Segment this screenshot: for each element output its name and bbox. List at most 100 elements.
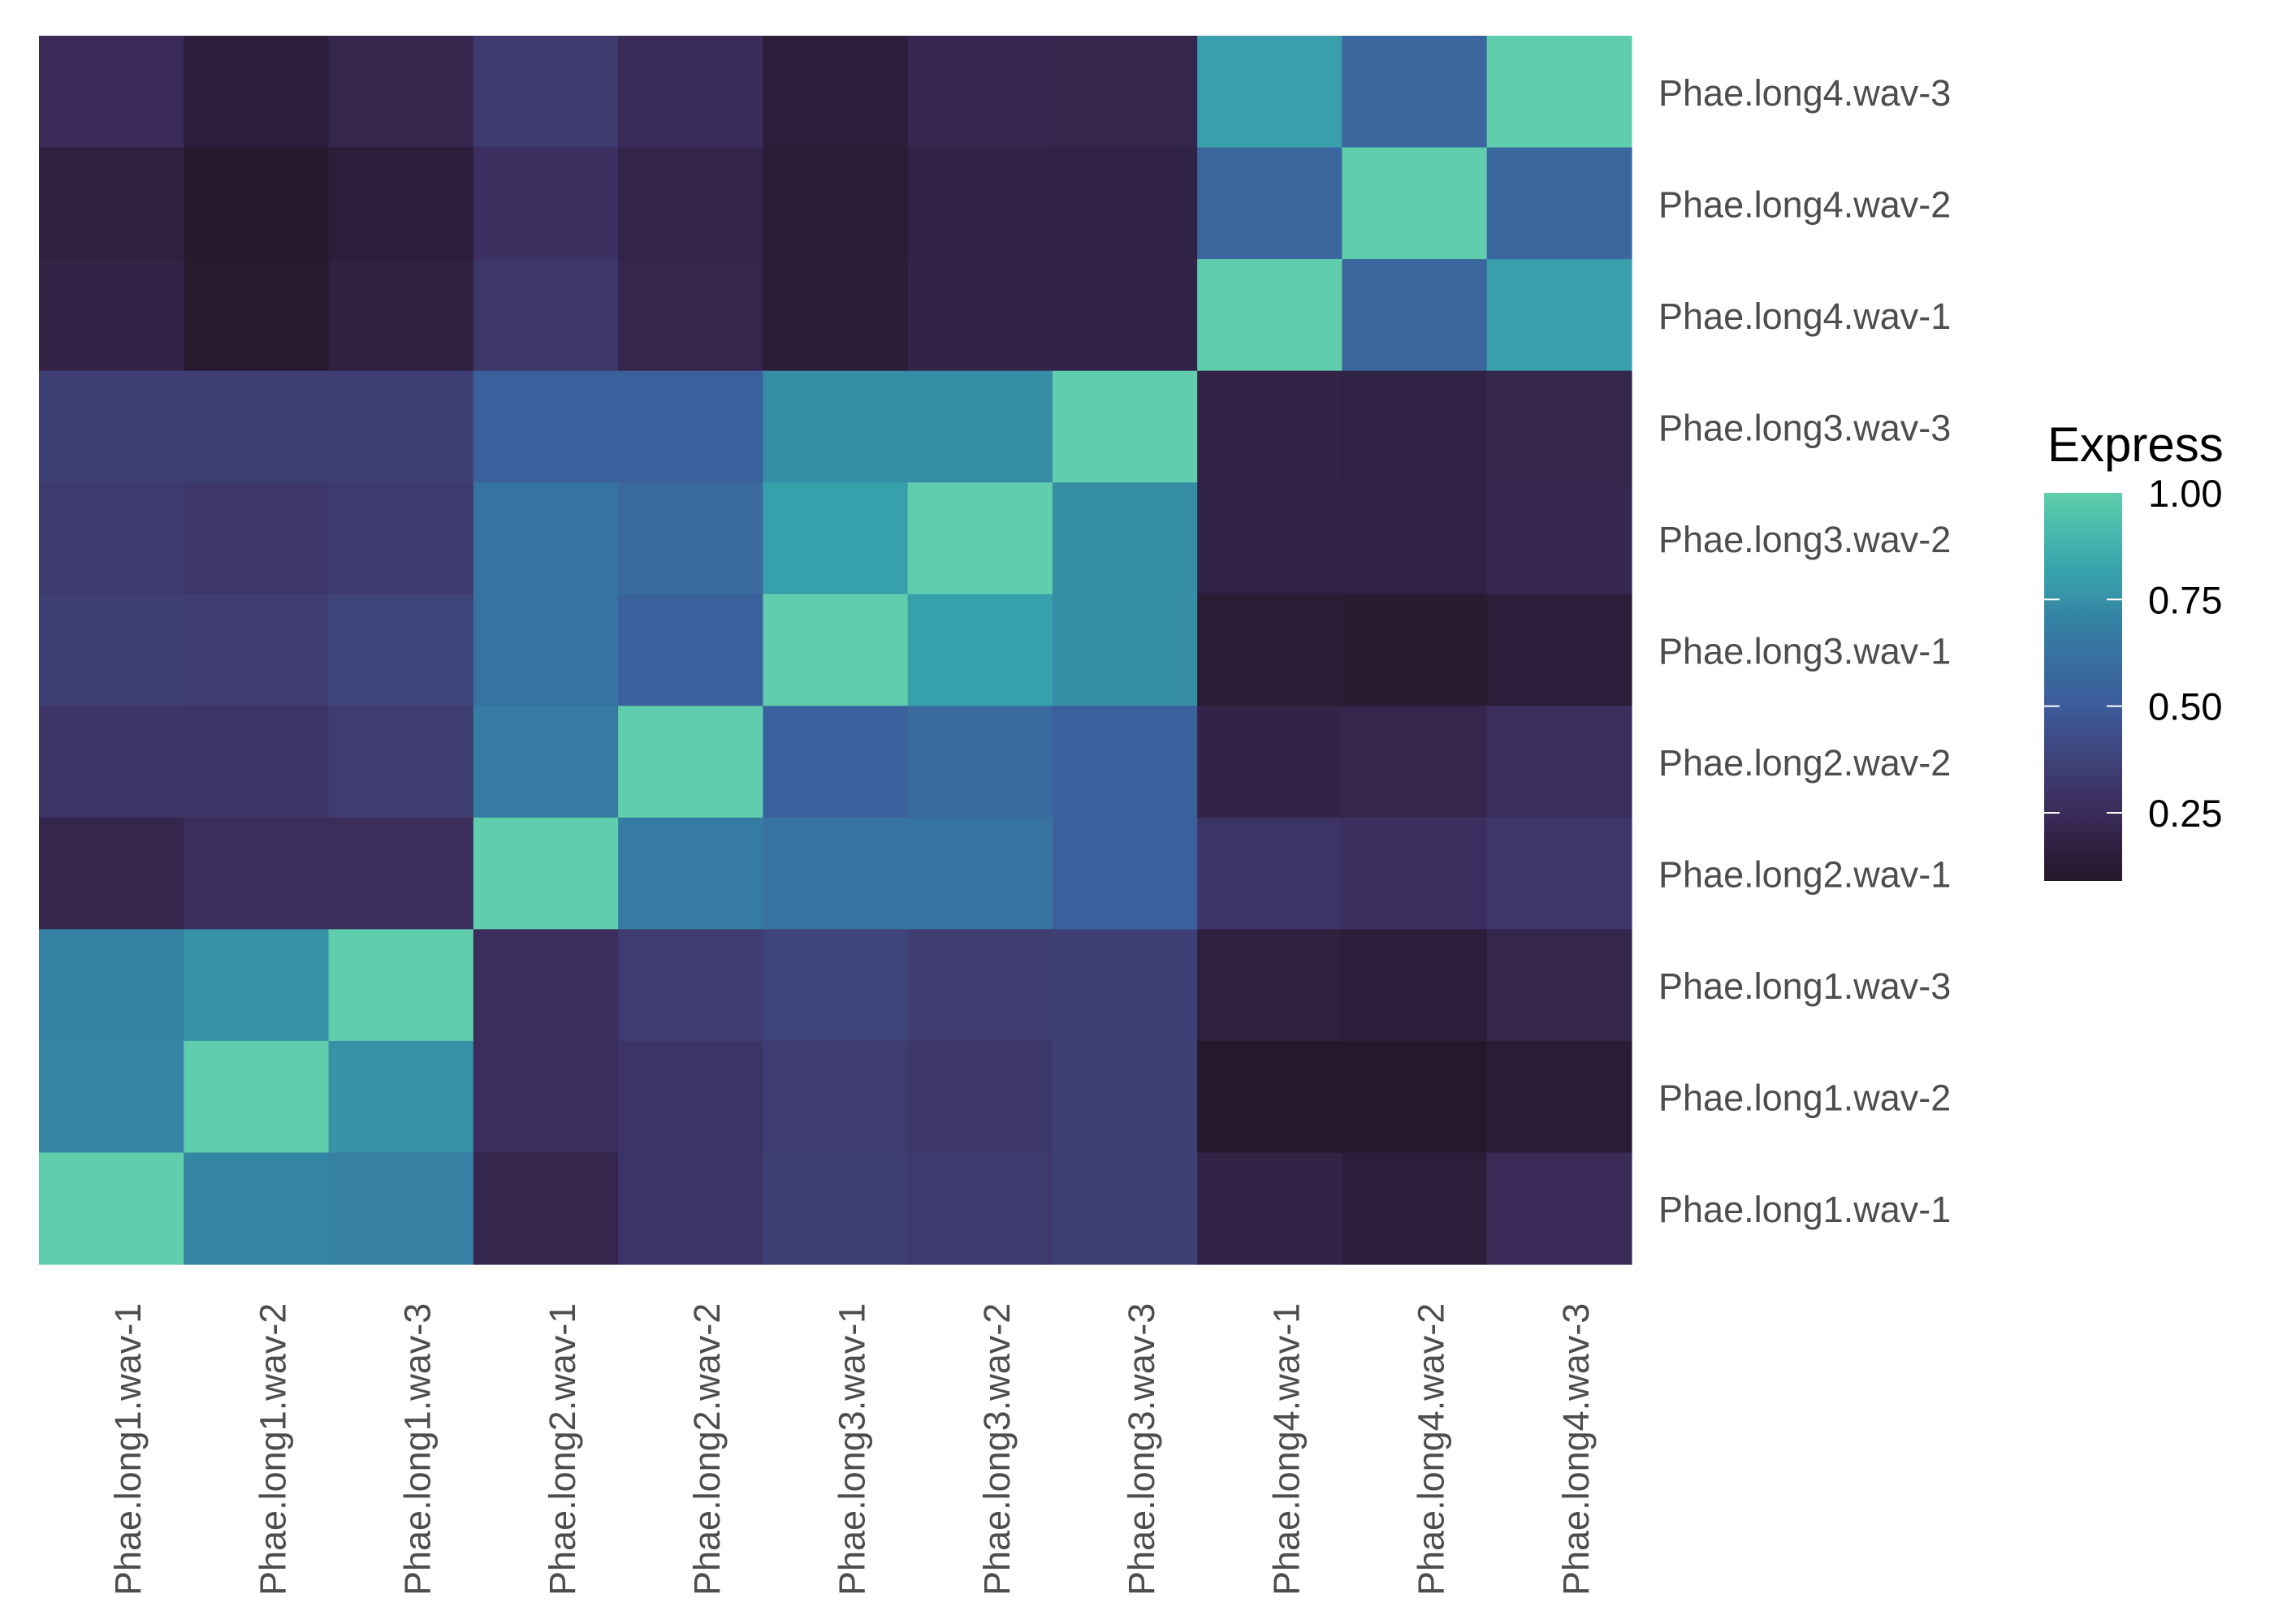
heatmap-cell xyxy=(473,1152,619,1265)
heatmap-cell xyxy=(1342,259,1488,372)
heatmap-cell xyxy=(184,259,330,372)
heatmap-cell xyxy=(328,147,474,260)
heatmap-cell xyxy=(1486,482,1632,595)
heatmap-cell xyxy=(39,147,184,260)
heatmap-cell xyxy=(328,817,474,930)
heatmap-cell xyxy=(39,594,184,706)
heatmap-cell xyxy=(763,1040,909,1154)
legend-tick-label: 0.75 xyxy=(2148,578,2222,621)
heatmap-cell xyxy=(328,259,474,372)
heatmap-cell xyxy=(1052,706,1198,818)
heatmap-cell xyxy=(1052,36,1198,149)
heatmap-cell xyxy=(328,594,474,706)
heatmap-cell xyxy=(473,259,619,372)
legend-title: Express xyxy=(2047,417,2224,472)
heatmap-cell xyxy=(39,370,184,483)
heatmap-cell xyxy=(184,147,330,260)
heatmap-cell xyxy=(1342,36,1488,149)
x-axis-label: Phae.long4.wav-3 xyxy=(1555,1303,1597,1596)
heatmap-cell xyxy=(618,594,763,706)
heatmap-cell xyxy=(473,147,619,260)
y-axis-labels: Phae.long4.wav-3 Phae.long4.wav-2 Phae.lon… xyxy=(1658,72,1951,1230)
x-axis-label: Phae.long3.wav-2 xyxy=(976,1303,1018,1596)
heatmap-cell xyxy=(907,929,1053,1042)
heatmap-cell xyxy=(1342,1040,1488,1154)
y-axis-label: Phae.long2.wav-2 xyxy=(1658,742,1951,784)
heatmap-cell xyxy=(1342,482,1488,595)
y-axis-label: Phae.long4.wav-1 xyxy=(1658,296,1951,337)
heatmap-cell xyxy=(1486,147,1632,260)
heatmap-cell xyxy=(328,36,474,149)
heatmap-cell xyxy=(473,36,619,149)
heatmap-cell xyxy=(1486,36,1632,149)
heatmap-cell xyxy=(618,259,763,372)
heatmap-cell xyxy=(907,1040,1053,1154)
heatmap-cell xyxy=(618,1152,763,1265)
heatmap-cell xyxy=(184,706,330,818)
heatmap-cell xyxy=(39,259,184,372)
heatmap-cell xyxy=(763,929,909,1042)
heatmap-cell xyxy=(907,259,1053,372)
legend-tick-label: 0.50 xyxy=(2148,685,2222,728)
heatmap-cell xyxy=(1052,370,1198,483)
heatmap-cell xyxy=(763,147,909,260)
heatmap-cell xyxy=(328,706,474,818)
heatmap-cell xyxy=(618,147,763,260)
heatmap-cell xyxy=(473,482,619,595)
heatmap-cell xyxy=(473,1040,619,1154)
heatmap-cell xyxy=(763,259,909,372)
heatmap-cell xyxy=(618,36,763,149)
heatmap-cell xyxy=(39,36,184,149)
heatmap-cell xyxy=(618,370,763,483)
y-axis-label: Phae.long3.wav-2 xyxy=(1658,519,1951,560)
heatmap-cell xyxy=(907,817,1053,930)
heatmap-cell xyxy=(1342,594,1488,706)
heatmap-cell xyxy=(473,706,619,818)
heatmap-cell xyxy=(328,929,474,1042)
heatmap-cell xyxy=(1342,706,1488,818)
heatmap-cell xyxy=(907,706,1053,818)
heatmap-cell xyxy=(907,594,1053,706)
y-axis-label: Phae.long4.wav-3 xyxy=(1658,72,1951,114)
heatmap-cell xyxy=(1052,482,1198,595)
heatmap-cell xyxy=(1197,1152,1343,1265)
heatmap-cell xyxy=(328,482,474,595)
heatmap-cell xyxy=(1052,594,1198,706)
y-axis-label: Phae.long1.wav-2 xyxy=(1658,1078,1951,1119)
heatmap-cell xyxy=(763,706,909,818)
x-axis-label: Phae.long2.wav-1 xyxy=(542,1303,583,1596)
heatmap-cell xyxy=(618,1040,763,1154)
heatmap-cell xyxy=(1197,147,1343,260)
heatmap-cell xyxy=(1486,1152,1632,1265)
heatmap-cell xyxy=(1197,259,1343,372)
x-axis-label: Phae.long1.wav-3 xyxy=(397,1303,439,1596)
heatmap-cell xyxy=(184,817,330,930)
x-axis-label: Phae.long1.wav-1 xyxy=(107,1303,149,1596)
heatmap-cell xyxy=(184,594,330,706)
heatmap-cell xyxy=(1486,1040,1632,1154)
legend-tick-label: 0.25 xyxy=(2148,792,2222,835)
heatmap-cell xyxy=(1342,817,1488,930)
heatmap-cell xyxy=(1342,370,1488,483)
heatmap-cell xyxy=(184,929,330,1042)
heatmap-cell xyxy=(618,482,763,595)
heatmap-cell xyxy=(907,147,1053,260)
heatmap-cell xyxy=(763,1152,909,1265)
heatmap-cell xyxy=(39,1152,184,1265)
heatmap-cell xyxy=(1342,147,1488,260)
heatmap-cell xyxy=(39,706,184,818)
heatmap-cell xyxy=(1486,259,1632,372)
heatmap-cell xyxy=(1052,817,1198,930)
heatmap-cell xyxy=(473,594,619,706)
heatmap-cell xyxy=(1197,36,1343,149)
heatmap-cell xyxy=(1197,817,1343,930)
heatmap-cell xyxy=(1486,929,1632,1042)
x-axis-label: Phae.long4.wav-2 xyxy=(1411,1303,1452,1596)
y-axis-label: Phae.long3.wav-1 xyxy=(1658,631,1951,672)
heatmap-cell xyxy=(473,929,619,1042)
y-axis-label: Phae.long3.wav-3 xyxy=(1658,407,1951,448)
heatmap-cells xyxy=(39,36,1632,1265)
heatmap-cell xyxy=(763,36,909,149)
heatmap-cell xyxy=(39,1040,184,1154)
